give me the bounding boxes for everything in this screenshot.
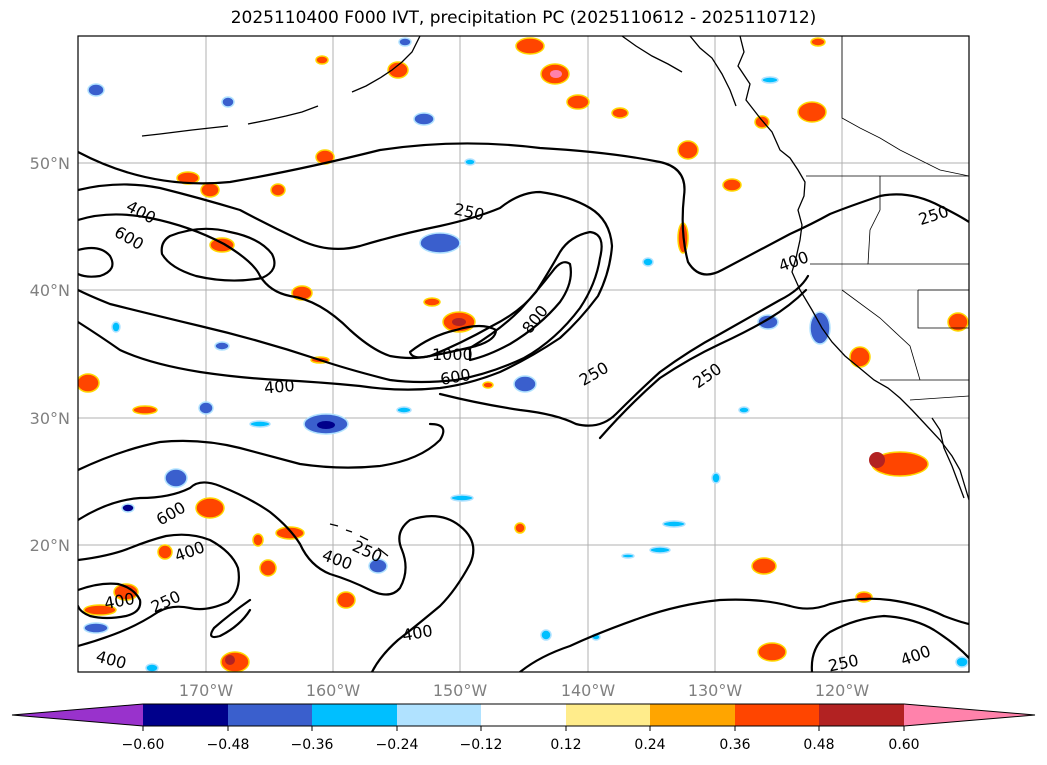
precip-patch-positive (78, 37, 969, 672)
political-borders (806, 36, 969, 401)
lat-label-30n: 30°N (30, 409, 70, 428)
colorbar-tick: −0.36 (291, 737, 334, 753)
colorbar-segment (481, 704, 566, 726)
lon-label-170w: 170°W (179, 681, 234, 700)
colorbar-tick: −0.48 (207, 737, 250, 753)
colorbar-extend-max (904, 704, 1035, 726)
colorbar-tick: 0.60 (888, 737, 919, 753)
colorbar-segment (819, 704, 904, 726)
ivt-label: 1000 (432, 345, 473, 364)
colorbar-segment (397, 704, 481, 726)
colorbar-tick: 0.12 (550, 737, 581, 753)
lon-label-140w: 140°W (561, 681, 616, 700)
lat-label-40n: 40°N (30, 281, 70, 300)
gridlines (78, 36, 969, 672)
ivt-label: 250 (827, 651, 861, 676)
lon-label-130w: 130°W (688, 681, 743, 700)
longitude-labels: 170°W 160°W 150°W 140°W 130°W 120°W (179, 681, 870, 700)
lon-label-120w: 120°W (815, 681, 870, 700)
colorbar-tick: −0.24 (376, 737, 419, 753)
map-background (78, 36, 969, 672)
lon-label-160w: 160°W (306, 681, 361, 700)
colorbar-segment (735, 704, 819, 726)
ivt-contours (78, 142, 969, 672)
map-frame (77, 35, 970, 673)
colorbar-tick: −0.60 (122, 737, 165, 753)
precip-patch-negative (83, 37, 969, 672)
map-title: 2025110400 F000 IVT, precipitation PC (2… (230, 8, 817, 28)
colorbar: −0.60 −0.48 −0.36 −0.24 −0.12 0.12 0.24 … (11, 703, 1036, 753)
colorbar-segment (566, 704, 650, 726)
ivt-label: 400 (263, 376, 295, 398)
lat-label-20n: 20°N (30, 536, 70, 555)
colorbar-segment (312, 704, 397, 726)
colorbar-tick: 0.48 (803, 737, 834, 753)
coastlines (141, 36, 969, 557)
colorbar-extend-min (12, 704, 143, 726)
colorbar-segment (143, 704, 228, 726)
colorbar-segment (228, 704, 312, 726)
colorbar-tick: −0.12 (460, 737, 503, 753)
precip-negative-patches (83, 37, 969, 672)
latitude-labels: 50°N 40°N 30°N 20°N (30, 154, 70, 555)
lat-label-50n: 50°N (30, 154, 70, 173)
colorbar-segment (650, 704, 735, 726)
precip-positive-patches (78, 37, 969, 672)
colorbar-tick: 0.24 (634, 737, 665, 753)
colorbar-tick: 0.36 (719, 737, 750, 753)
lon-label-150w: 150°W (433, 681, 488, 700)
